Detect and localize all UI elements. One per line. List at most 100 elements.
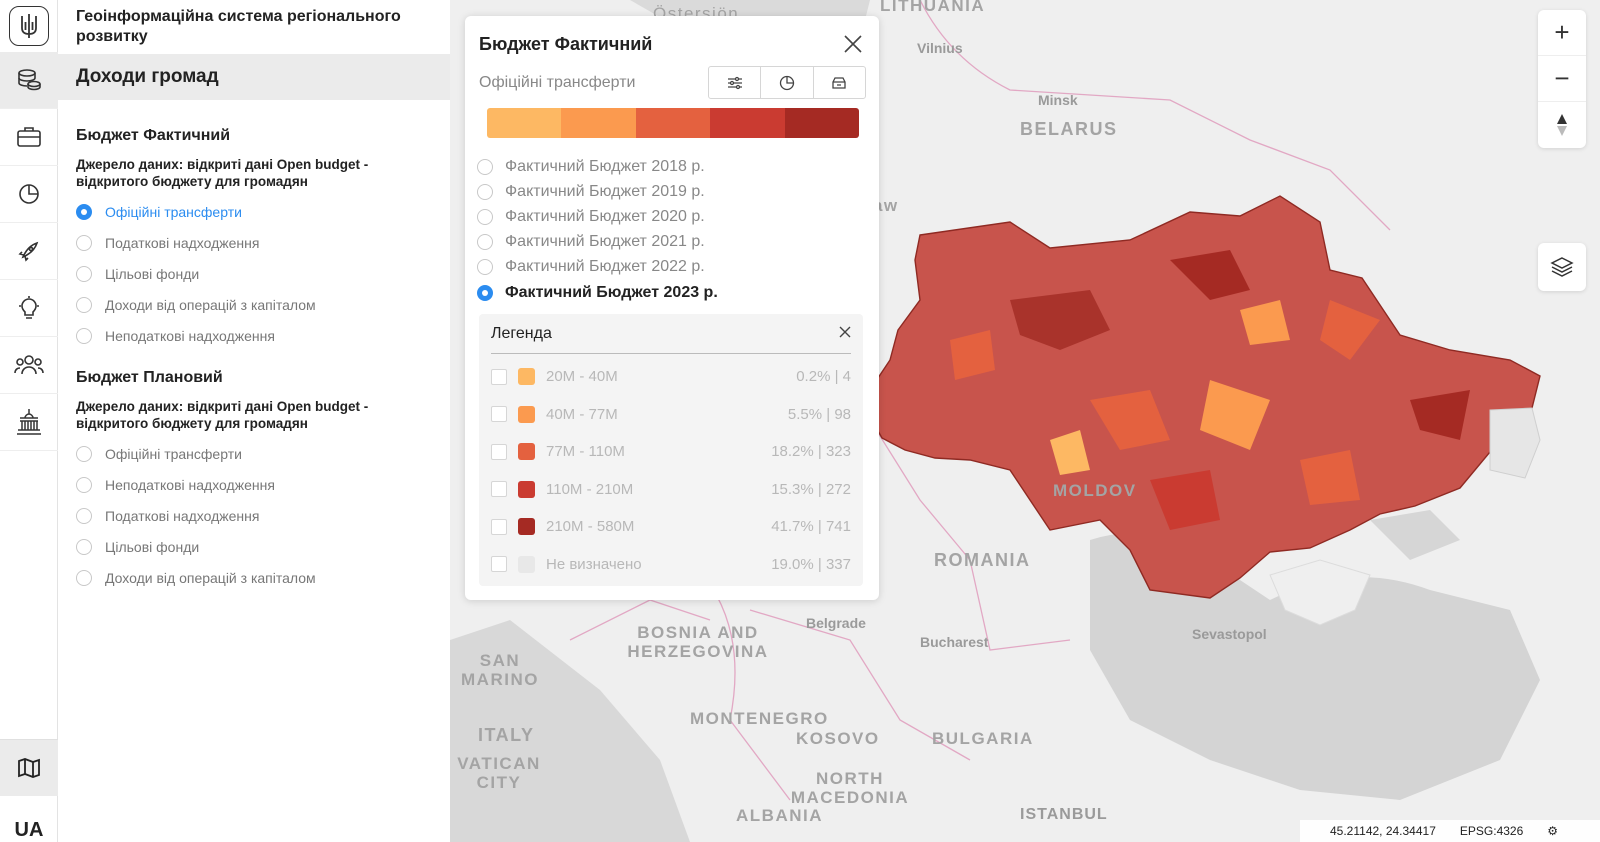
adriatic-sea	[450, 620, 690, 842]
zoom-out-button[interactable]: −	[1538, 56, 1586, 102]
legend-row[interactable]: 20M - 40M 0.2% | 4	[479, 358, 863, 396]
crs-label: EPSG:4326	[1459, 824, 1524, 838]
legend-stat: 19.0% | 337	[771, 555, 851, 573]
legend-swatch	[518, 480, 535, 498]
radio[interactable]	[76, 507, 92, 524]
database-icon[interactable]	[814, 67, 865, 98]
year-option[interactable]: Фактичний Бюджет 2021 р.	[477, 230, 718, 255]
rocket-icon[interactable]	[0, 223, 58, 280]
coordinate-bar: 45.21142, 24.34417 EPSG:4326 ⚙	[1300, 820, 1600, 842]
ramp-swatch	[487, 108, 562, 138]
planned-option[interactable]: Неподаткові надходження	[58, 469, 450, 500]
legend-checkbox[interactable]	[491, 518, 507, 535]
legend-close-icon[interactable]	[839, 325, 851, 343]
lightbulb-icon[interactable]	[0, 280, 58, 337]
planned-option[interactable]: Доходи від операцій з капіталом	[58, 562, 450, 593]
card-title: Бюджет Фактичний	[479, 34, 653, 54]
language-switch[interactable]: UA	[14, 819, 44, 841]
planned-data-source: Джерело даних: відкриті дані Open budget…	[76, 399, 369, 431]
city-label-istanbul: ISTANBUL	[1020, 806, 1108, 823]
radio[interactable]	[76, 265, 92, 282]
section-title[interactable]: Доходи громад	[58, 54, 450, 100]
pie-chart-icon[interactable]	[0, 166, 58, 223]
people-icon[interactable]	[0, 337, 58, 394]
radio[interactable]	[477, 158, 493, 175]
ramp-swatch	[784, 108, 859, 138]
radio[interactable]	[76, 569, 92, 586]
radio[interactable]	[477, 208, 493, 225]
coins-icon[interactable]	[0, 52, 58, 109]
layers-icon[interactable]	[1538, 243, 1586, 291]
legend-range: 110M - 210M	[546, 480, 634, 498]
legend-row[interactable]: 210M - 580M 41.7% | 741	[479, 508, 863, 546]
black-sea	[1090, 533, 1540, 800]
radio-selected[interactable]	[477, 284, 493, 301]
legend-range: 40M - 77M	[546, 405, 618, 423]
actual-option[interactable]: Неподаткові надходження	[58, 320, 450, 351]
pie-chart-icon[interactable]	[761, 67, 814, 98]
city-label-sevastopol: Sevastopol	[1192, 626, 1267, 642]
cursor-coordinates: 45.21142, 24.34417	[1330, 824, 1436, 838]
legend-stat: 5.5% | 98	[787, 405, 851, 423]
radio[interactable]	[76, 327, 92, 344]
radio[interactable]	[76, 445, 92, 462]
legend-checkbox[interactable]	[491, 406, 507, 423]
year-option-selected[interactable]: Фактичний Бюджет 2023 р.	[477, 280, 718, 305]
government-icon[interactable]	[0, 394, 58, 451]
radio[interactable]	[76, 234, 92, 251]
legend-checkbox[interactable]	[491, 443, 507, 460]
legend-swatch	[518, 405, 535, 423]
legend-stat: 18.2% | 323	[771, 443, 851, 461]
legend-stat: 0.2% | 4	[796, 368, 851, 386]
actual-option[interactable]: Офіційні трансферти	[58, 196, 450, 227]
legend-checkbox[interactable]	[491, 368, 507, 385]
close-icon[interactable]	[843, 34, 863, 54]
planned-option[interactable]: Податкові надходження	[58, 500, 450, 531]
actual-option[interactable]: Доходи від операцій з капіталом	[58, 289, 450, 320]
city-label-vilnius: Vilnius	[917, 40, 963, 56]
actual-option[interactable]: Податкові надходження	[58, 227, 450, 258]
planned-option[interactable]: Офіційні трансферти	[58, 438, 450, 469]
map-icon[interactable]	[0, 739, 58, 796]
radio[interactable]	[477, 183, 493, 200]
trident-logo-icon[interactable]	[9, 6, 49, 46]
actual-option[interactable]: Цільові фонди	[58, 258, 450, 289]
north-compass-button[interactable]	[1538, 102, 1586, 148]
year-option[interactable]: Фактичний Бюджет 2022 р.	[477, 255, 718, 280]
year-option[interactable]: Фактичний Бюджет 2020 р.	[477, 204, 718, 229]
ramp-swatch	[561, 108, 636, 138]
country-label-bulgaria: BULGARIA	[932, 729, 1034, 748]
radio[interactable]	[76, 538, 92, 555]
legend-row[interactable]: 77M - 110M 18.2% | 323	[479, 433, 863, 471]
zoom-in-button[interactable]: +	[1538, 10, 1586, 56]
radio[interactable]	[76, 476, 92, 493]
radio[interactable]	[477, 234, 493, 251]
legend-checkbox[interactable]	[491, 481, 507, 498]
filter-sliders-icon[interactable]	[709, 67, 762, 98]
year-option[interactable]: Фактичний Бюджет 2019 р.	[477, 179, 718, 204]
legend-count: 4	[842, 368, 851, 386]
legend-row[interactable]: 110M - 210M 15.3% | 272	[479, 471, 863, 509]
country-label-romania: ROMANIA	[934, 550, 1031, 570]
legend-checkbox[interactable]	[491, 556, 507, 573]
radio[interactable]	[76, 296, 92, 313]
planned-option[interactable]: Цільові фонди	[58, 531, 450, 562]
card-subtitle: Офіційні трансферти	[479, 74, 636, 91]
briefcase-icon[interactable]	[0, 109, 58, 166]
legend-header: Легенда	[491, 314, 851, 354]
legend-count: 323	[825, 443, 851, 461]
country-label-albania: ALBANIA	[736, 806, 823, 825]
legend-range: Не визначено	[546, 555, 642, 573]
city-label-minsk: Minsk	[1038, 92, 1078, 108]
legend-row[interactable]: 40M - 77M 5.5% | 98	[479, 396, 863, 434]
settings-icon[interactable]: ⚙	[1547, 824, 1559, 838]
year-option[interactable]: Фактичний Бюджет 2018 р.	[477, 154, 718, 179]
radio[interactable]	[477, 259, 493, 276]
city-label-belgrade: Belgrade	[806, 615, 866, 631]
choropleth-patches	[950, 250, 1470, 530]
legend-count: 337	[825, 555, 851, 573]
country-label-north-macedonia: NORTH MACEDONIA	[790, 769, 910, 807]
radio-selected[interactable]	[76, 203, 92, 220]
legend-swatch	[518, 518, 535, 536]
legend-row[interactable]: Не визначено 19.0% | 337	[479, 546, 863, 584]
